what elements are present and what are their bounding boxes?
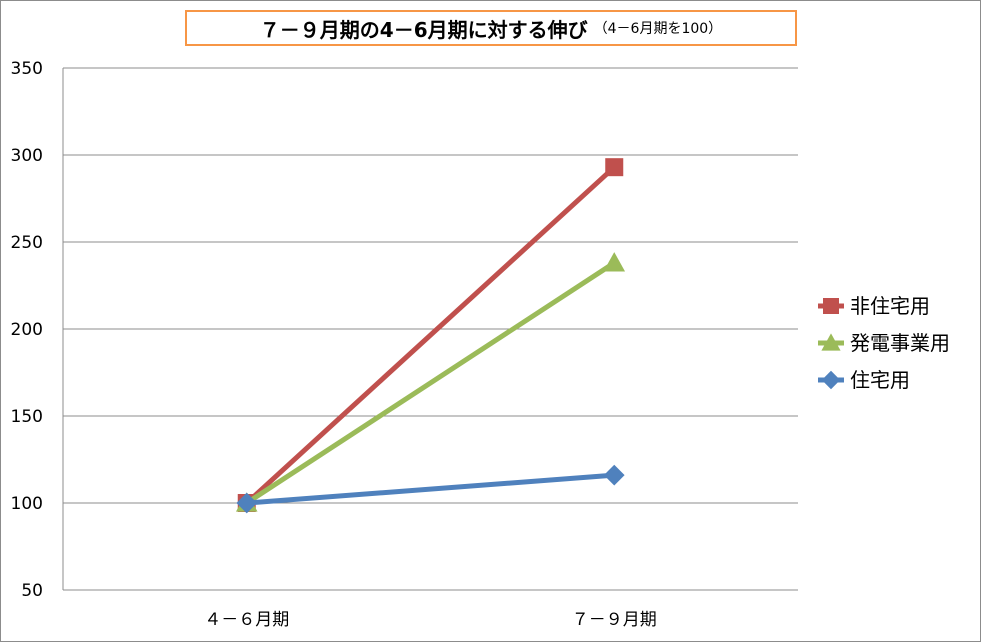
- data-point-1-1: [603, 252, 626, 272]
- legend-marker-0: [823, 298, 839, 314]
- y-tick-label: 50: [21, 581, 43, 601]
- y-tick-label: 150: [11, 407, 43, 427]
- chart-title: ７－９月期の4－6月期に対する伸び: [259, 17, 588, 42]
- legend-marker-2: [821, 370, 841, 390]
- data-point-2-0: [236, 492, 258, 514]
- x-tick-label: ４－６月期: [204, 610, 289, 630]
- y-tick-label: 350: [11, 59, 43, 79]
- legend-label: 非住宅用: [850, 294, 930, 318]
- series-line-0: [245, 165, 616, 505]
- series-line-1: [245, 260, 616, 506]
- series-line-2: [246, 472, 615, 506]
- legend-label: 発電事業用: [850, 331, 950, 355]
- x-tick-label: ７－９月期: [572, 610, 657, 630]
- y-tick-label: 100: [11, 494, 43, 514]
- data-point-2-1: [603, 464, 625, 486]
- chart-subtitle: （4－6月期を100）: [593, 21, 723, 37]
- legend-marker-1: [821, 333, 841, 351]
- y-tick-label: 250: [11, 233, 43, 253]
- data-point-0-1: [605, 158, 624, 177]
- legend-label: 住宅用: [850, 368, 910, 392]
- chart-title-box: ７－９月期の4－6月期に対する伸び （4－6月期を100）: [185, 10, 797, 46]
- y-tick-label: 300: [11, 146, 43, 166]
- y-tick-label: 200: [11, 320, 43, 340]
